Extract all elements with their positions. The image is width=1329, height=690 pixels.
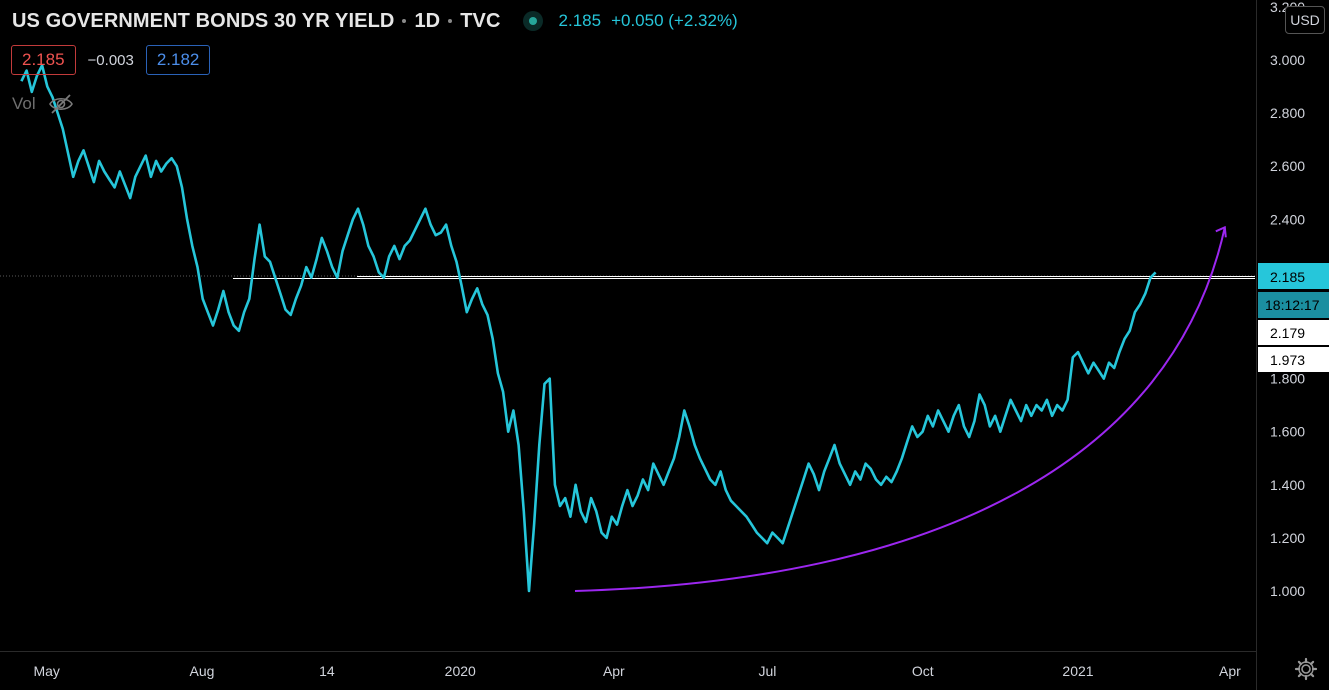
svg-text:2.185: 2.185 xyxy=(1270,269,1305,285)
time-tick-label: 14 xyxy=(319,663,335,679)
separator-dot xyxy=(448,19,453,23)
time-tick-label: 2021 xyxy=(1062,663,1093,679)
line-price-label: 2.179 xyxy=(1258,320,1329,345)
svg-text:18:12:17: 18:12:17 xyxy=(1265,297,1320,313)
price-tick-label: 1.600 xyxy=(1270,424,1305,440)
time-tick-label: May xyxy=(33,663,59,679)
time-tick-label: 2020 xyxy=(445,663,476,679)
last-price-label: 2.185 xyxy=(1258,263,1329,289)
price-tick-label: 1.800 xyxy=(1270,371,1305,387)
countdown-label: 18:12:17 xyxy=(1258,292,1329,318)
time-tick-label: Apr xyxy=(1219,663,1241,679)
currency-badge[interactable]: USD xyxy=(1285,6,1325,34)
last-price-value: 2.185 xyxy=(558,11,602,30)
svg-text:2.179: 2.179 xyxy=(1270,325,1305,341)
price-tick-label: 1.200 xyxy=(1270,530,1305,546)
price-tick-label: 3.000 xyxy=(1270,52,1305,68)
sell-button[interactable]: 2.185 xyxy=(11,45,76,75)
price-tick-label: 2.800 xyxy=(1270,105,1305,121)
buy-button[interactable]: 2.182 xyxy=(145,45,211,75)
curved-arrow-path[interactable] xyxy=(574,227,1226,592)
yield-series-line xyxy=(20,64,1157,593)
time-tick-label: Oct xyxy=(912,663,934,679)
price-tick-label: 1.400 xyxy=(1270,477,1305,493)
volume-legend: Vol xyxy=(12,93,74,115)
eye-off-icon[interactable] xyxy=(48,93,74,115)
curved-arrow-head xyxy=(1215,225,1227,238)
interval-label[interactable]: 1D xyxy=(414,9,441,32)
separator-dot xyxy=(402,19,407,23)
svg-text:1.973: 1.973 xyxy=(1270,352,1305,368)
time-axis[interactable]: May Aug 14 2020 Apr Jul Oct 2021 Apr xyxy=(33,663,1241,679)
price-tick-label: 1.000 xyxy=(1270,583,1305,599)
price-tick-label: 2.400 xyxy=(1270,211,1305,227)
gear-icon[interactable] xyxy=(1294,657,1318,681)
symbol-title[interactable]: US GOVERNMENT BONDS 30 YR YIELD xyxy=(12,9,395,32)
live-status-dot xyxy=(522,11,543,31)
time-tick-label: Apr xyxy=(603,663,625,679)
chart-legend-header: US GOVERNMENT BONDS 30 YR YIELD 1D TVC 2… xyxy=(12,8,748,34)
source-label: TVC xyxy=(460,9,501,32)
level-price-label: 1.973 xyxy=(1258,347,1329,372)
time-tick-label: Jul xyxy=(758,663,776,679)
time-tick-label: Aug xyxy=(190,663,215,679)
bid-ask-row: 2.185 −0.003 2.182 xyxy=(11,45,211,75)
price-tick-label: 2.600 xyxy=(1270,158,1305,174)
spread-value: −0.003 xyxy=(87,51,134,69)
volume-label: Vol xyxy=(12,94,36,113)
price-change-value: +0.050 (+2.32%) xyxy=(611,11,738,30)
